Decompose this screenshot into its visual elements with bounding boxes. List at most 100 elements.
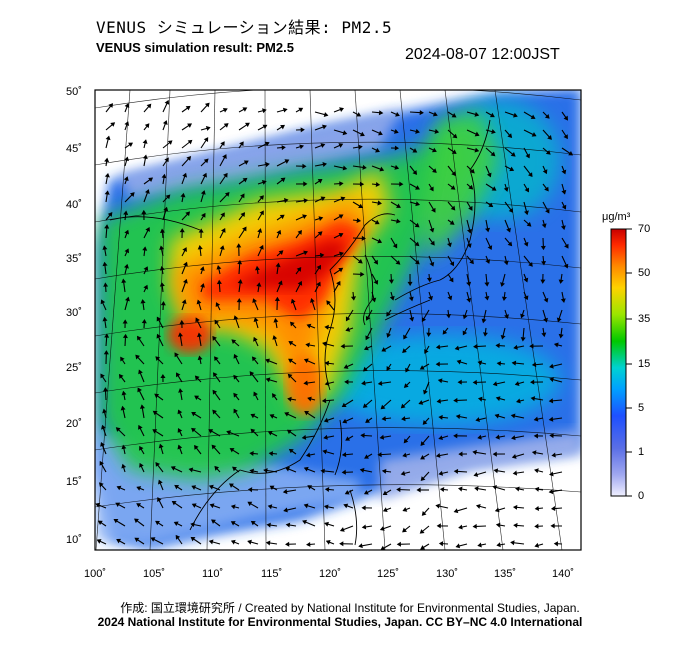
wind-arrowhead (324, 360, 330, 366)
wind-arrowhead (177, 332, 183, 337)
wind-arrowhead (177, 409, 183, 415)
wind-arrowhead (474, 486, 479, 492)
wind-arrowhead (511, 360, 517, 366)
wind-arrowhead (386, 366, 391, 371)
wind-arrowhead (208, 539, 214, 545)
wind-arrowhead (190, 522, 195, 528)
wind-arrowhead (421, 511, 427, 516)
wind-arrowhead (341, 402, 347, 408)
wind-arrowhead (362, 366, 368, 372)
wind-arrowhead (250, 413, 256, 419)
wind-arrowhead (473, 343, 478, 350)
wind-arrowhead (341, 452, 347, 458)
wind-arrowhead (120, 356, 125, 362)
wind-arrowhead (339, 541, 344, 547)
wind-arrowhead (269, 485, 275, 491)
wind-arrowhead (129, 192, 135, 197)
wind-arrowhead (510, 413, 516, 419)
wind-arrowhead (203, 158, 209, 164)
wind-arrowhead (429, 186, 434, 192)
wind-arrowhead (249, 371, 255, 377)
wind-arrowhead (251, 356, 257, 362)
wind-arrowhead (507, 241, 513, 247)
wind-arrowhead (196, 299, 202, 305)
lat-label: 15˚ (66, 476, 82, 488)
wind-arrowhead (520, 313, 525, 319)
wind-arrowhead (447, 295, 453, 301)
wind-arrowhead (103, 350, 109, 355)
wind-arrowhead (257, 228, 263, 233)
wind-arrowhead (188, 467, 194, 473)
wind-arrowhead (345, 327, 351, 332)
wind-arrowhead (430, 240, 435, 246)
wind-arrowhead (550, 523, 555, 529)
wind-arrowhead (152, 410, 158, 416)
wind-arrowhead (240, 193, 245, 199)
wind-arrowhead (458, 524, 463, 530)
wind-arrowhead (453, 397, 458, 403)
wind-arrowhead (242, 226, 247, 232)
wind-arrowhead (496, 542, 501, 548)
wind-arrowhead (284, 412, 290, 417)
wind-arrowhead (386, 311, 391, 317)
wind-arrowhead (534, 542, 540, 548)
wind-arrowhead (526, 221, 532, 227)
wind-arrowhead (549, 471, 554, 477)
wind-arrowhead (492, 451, 497, 457)
wind-arrowhead (121, 444, 127, 450)
wind-arrowhead (156, 333, 162, 339)
wind-arrowhead (451, 112, 457, 118)
lon-label: 120˚ (319, 568, 341, 580)
wind-arrowhead (174, 484, 180, 490)
wind-arrowhead (533, 416, 539, 422)
colorbar-tick-label: 5 (638, 402, 645, 414)
wind-arrowhead (549, 433, 554, 439)
wind-arrowhead (222, 154, 227, 160)
lat-label: 50˚ (66, 86, 82, 98)
wind-arrowhead (379, 526, 385, 531)
wind-arrowhead (98, 482, 104, 488)
wind-arrowhead (475, 417, 480, 423)
wind-arrowhead (185, 211, 191, 217)
wind-arrowhead (424, 349, 429, 354)
wind-arrowhead (256, 282, 262, 287)
wind-arrowhead (462, 314, 468, 320)
wind-arrowhead (115, 502, 121, 508)
wind-arrowhead (422, 420, 428, 425)
wind-arrowhead (558, 279, 564, 284)
wind-arrowhead (415, 128, 420, 134)
wind-arrowhead (435, 503, 441, 509)
wind-arrowhead (510, 152, 516, 157)
wind-arrowhead (361, 524, 367, 530)
wind-arrowhead (324, 324, 329, 330)
wind-arrowhead (261, 180, 267, 185)
wind-arrowhead (482, 332, 488, 337)
wind-arrowhead (115, 427, 121, 432)
wind-arrowhead (338, 214, 344, 219)
wind-arrowhead (197, 245, 203, 250)
wind-arrowhead (220, 141, 225, 146)
wind-arrowhead (525, 153, 530, 159)
wind-arrowhead (155, 520, 160, 526)
wind-arrowhead (230, 539, 236, 545)
wind-arrowhead (563, 134, 568, 140)
wind-arrowhead (304, 411, 310, 416)
wind-arrowhead (511, 454, 517, 459)
wind-arrowhead (395, 111, 400, 117)
wind-arrowhead (359, 467, 365, 473)
wind-arrowhead (466, 297, 472, 303)
wind-arrowhead (462, 330, 468, 336)
wind-arrowhead (104, 224, 110, 229)
wind-arrowhead (491, 129, 496, 134)
wind-arrowhead (374, 219, 380, 225)
colorbar (610, 228, 632, 497)
wind-arrowhead (243, 160, 249, 165)
wind-arrowhead (435, 344, 441, 350)
wind-arrowhead (365, 418, 371, 423)
wind-arrowhead (544, 186, 549, 192)
wind-arrowhead (242, 177, 248, 183)
wind-arrowhead (363, 490, 369, 495)
wind-arrowhead (116, 538, 122, 544)
wind-arrowhead (145, 227, 150, 232)
wind-arrowhead (144, 123, 150, 129)
